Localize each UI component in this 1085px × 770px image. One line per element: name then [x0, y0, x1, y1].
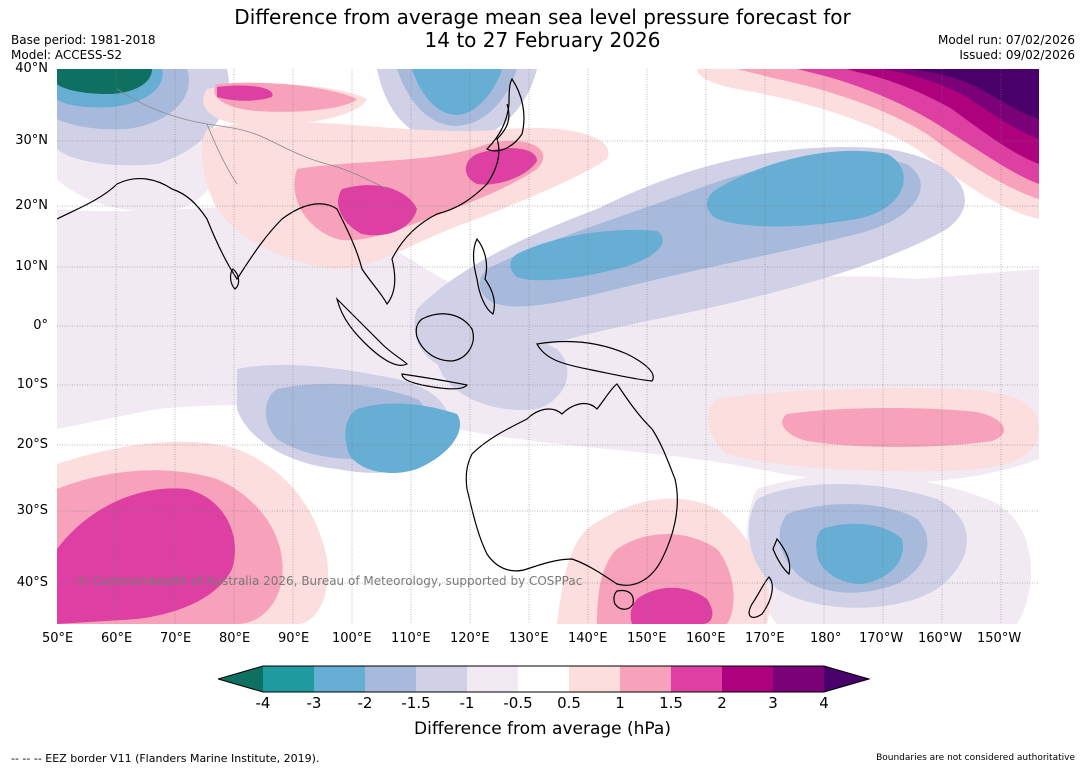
title-line-1: Difference from average mean sea level p…: [234, 5, 851, 29]
colorbar-tick: 2: [717, 694, 727, 712]
colorbar-segment: [773, 666, 824, 692]
lon-label: 150°W: [977, 631, 1022, 646]
graticule: [57, 69, 1039, 624]
colorbar-tick: -3: [306, 694, 322, 712]
model-name: Model: ACCESS-S2: [11, 48, 123, 62]
anomaly-region: [217, 85, 273, 101]
anomaly-region: [816, 523, 903, 584]
colorbar-tick: -1: [459, 694, 475, 712]
anomaly-region: [907, 69, 1039, 119]
lat-label: 30°S: [16, 503, 48, 518]
lon-label: 130°E: [509, 631, 549, 646]
anomaly-region: [431, 327, 568, 410]
colorbar-segment: [416, 666, 467, 692]
java-coastline: [401, 373, 469, 390]
new-guinea-coastline: [536, 340, 654, 382]
lat-label: 0°: [33, 318, 48, 333]
lon-label: 60°E: [101, 631, 133, 646]
colorbar-max-extend: [824, 666, 869, 692]
colorbar-segment: [620, 666, 671, 692]
lon-label: 110°E: [391, 631, 431, 646]
anomaly-region: [57, 69, 152, 94]
colorbar-outline: [218, 665, 870, 693]
sumatra-coastline: [335, 297, 409, 366]
colorbar-segment: [263, 666, 314, 692]
anomaly-region: [465, 148, 537, 185]
colorbar-tick: -0.5: [503, 694, 533, 712]
lon-label: 170°W: [859, 631, 904, 646]
colorbar-tick: -2: [357, 694, 373, 712]
lat-label: 10°S: [16, 377, 48, 392]
lat-label: 10°N: [15, 259, 48, 274]
lon-label: 100°E: [332, 631, 372, 646]
anomaly-region: [510, 229, 663, 281]
sri-lanka: [229, 268, 240, 290]
lon-label: 120°E: [450, 631, 490, 646]
lat-label: 40°S: [16, 575, 48, 590]
colorbar-segment: [314, 666, 365, 692]
lon-label: 150°E: [627, 631, 667, 646]
anomaly-region: [57, 488, 235, 624]
lon-label: 160°W: [918, 631, 963, 646]
lat-label: 20°N: [15, 198, 48, 213]
lon-label: 80°E: [219, 631, 251, 646]
colorbar-tick: -4: [255, 694, 271, 712]
anomaly-region: [782, 408, 1004, 447]
colorbar-segment: [722, 666, 773, 692]
japan-coastline: [485, 77, 525, 152]
new-zealand-coastline: [748, 537, 791, 618]
anomaly-region: [338, 185, 417, 236]
lat-label: 30°N: [15, 133, 48, 148]
colorbar-segment: [518, 666, 569, 692]
title-line-2: 14 to 27 February 2026: [424, 28, 661, 52]
eez-footnote: -- -- -- EEZ border V11 (Flanders Marine…: [11, 752, 320, 765]
anomaly-region: [345, 403, 461, 474]
lon-label: 70°E: [160, 631, 192, 646]
lon-label: 160°E: [686, 631, 726, 646]
anomaly-region: [412, 69, 502, 115]
pressure-anomaly-map[interactable]: [57, 69, 1039, 624]
lon-label: 180°: [810, 631, 842, 646]
asia-coastline: [57, 103, 510, 306]
colorbar-tick: 1.5: [659, 694, 683, 712]
lon-label: 170°E: [745, 631, 785, 646]
borneo-coastline: [415, 313, 474, 362]
colorbar-title: Difference from average (hPa): [414, 719, 671, 739]
model-run: Model run: 07/02/2026: [937, 33, 1075, 47]
colorbar-tick: 1: [615, 694, 625, 712]
boundaries-disclaimer: Boundaries are not considered authoritat…: [876, 753, 1075, 763]
lat-label: 40°N: [15, 61, 48, 76]
colorbar-tick: 3: [768, 694, 778, 712]
lon-label: 140°E: [568, 631, 608, 646]
issued-date: Issued: 09/02/2026: [959, 48, 1075, 62]
philippines-coastline: [473, 237, 496, 315]
colorbar-min-extend: [218, 666, 263, 692]
lat-label: 20°S: [16, 437, 48, 452]
colorbar-tick: -1.5: [401, 694, 431, 712]
colorbar-segment: [671, 666, 722, 692]
colorbar-tick: 4: [819, 694, 829, 712]
tasmania-coastline: [613, 589, 634, 610]
anomaly-region: [706, 150, 904, 227]
lon-label: 50°E: [42, 631, 74, 646]
colorbar-segment: [365, 666, 416, 692]
colorbar-segment: [569, 666, 620, 692]
australia-coastline: [465, 383, 678, 586]
colorbar: [218, 665, 870, 693]
copyright-notice: © Commonwealth of Australia 2026, Bureau…: [77, 574, 583, 588]
anomaly-region: [630, 587, 713, 624]
base-period: Base period: 1981-2018: [11, 33, 156, 47]
colorbar-segment: [467, 666, 518, 692]
colorbar-tick: 0.5: [557, 694, 581, 712]
lon-label: 90°E: [278, 631, 310, 646]
